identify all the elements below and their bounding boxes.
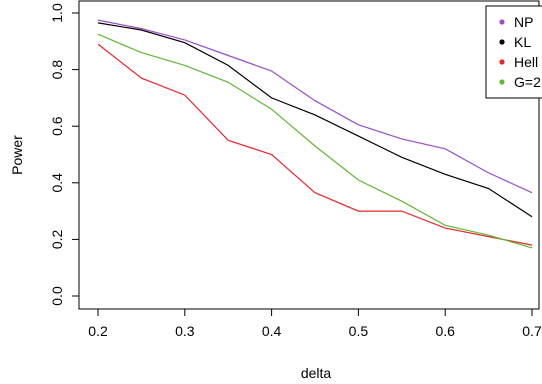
y-tick-label: 1.0: [49, 3, 65, 23]
legend-label: KL: [514, 34, 531, 50]
y-axis-label: Power: [9, 135, 25, 175]
y-tick-label: 0.6: [49, 116, 65, 136]
x-tick-label: 0.3: [175, 323, 195, 339]
legend-marker: [499, 39, 505, 45]
legend-marker: [499, 19, 505, 25]
legend-label: Hell: [514, 54, 538, 70]
y-axis: 0.0 0.2 0.4 0.6 0.8 1.0: [49, 3, 80, 306]
legend-label: G=2: [514, 74, 541, 90]
x-tick-label: 0.4: [262, 323, 282, 339]
y-tick-label: 0.4: [49, 173, 65, 193]
legend: NP KL Hell G=2: [485, 5, 542, 99]
legend-marker: [499, 79, 505, 85]
x-tick-label: 0.6: [435, 323, 455, 339]
series-line-g-2: [97, 33, 533, 249]
series-lines: [97, 19, 533, 249]
series-line-hell: [97, 43, 533, 246]
plot-frame: [78, 0, 540, 310]
y-tick-label: 0.2: [49, 229, 65, 249]
legend-marker: [499, 59, 505, 65]
x-axis: 0.2 0.3 0.4 0.5 0.6 0.7: [88, 308, 542, 339]
legend-box: [485, 5, 542, 99]
series-line-np: [97, 19, 533, 194]
x-tick-label: 0.2: [88, 323, 108, 339]
legend-label: NP: [514, 14, 533, 30]
series-line-kl: [97, 22, 533, 218]
y-tick-label: 0.0: [49, 286, 65, 306]
x-axis-label: delta: [301, 365, 332, 381]
x-tick-label: 0.5: [349, 323, 369, 339]
x-tick-label: 0.7: [522, 323, 542, 339]
y-tick-label: 0.8: [49, 60, 65, 80]
